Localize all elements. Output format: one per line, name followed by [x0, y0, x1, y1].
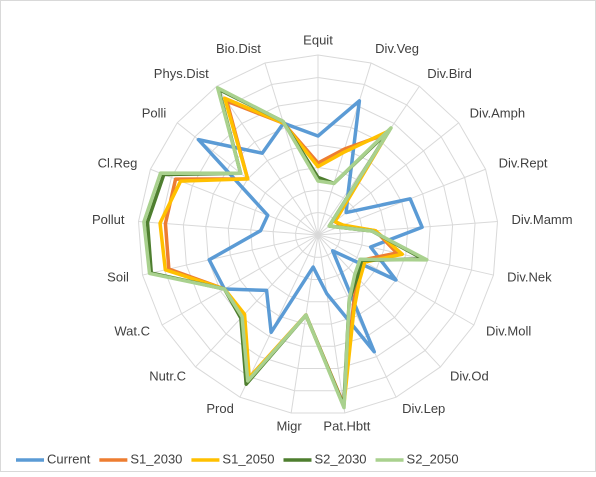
axis-label: Wat.C — [114, 323, 150, 338]
spoke — [317, 234, 494, 276]
spoke — [161, 234, 319, 326]
axis-label: Prod — [206, 401, 233, 416]
spoke — [195, 234, 319, 368]
axis-label: Div.Amph — [470, 105, 525, 120]
axis-label: Phys.Dist — [154, 66, 209, 81]
axis-label: Div.Veg — [375, 41, 419, 56]
legend-label: S1_2030 — [130, 451, 182, 466]
grid-ring — [182, 99, 454, 369]
spoke — [317, 234, 441, 368]
axis-label: Div.Moll — [486, 323, 531, 338]
grid-ring — [137, 54, 499, 414]
axis-label: Div.Bird — [427, 66, 472, 81]
legend-label: Current — [47, 451, 91, 466]
axis-label: Pollut — [92, 212, 125, 227]
spoke — [290, 234, 319, 414]
axis-label: Equit — [303, 32, 333, 47]
axis-label: Bio.Dist — [216, 41, 261, 56]
spoke — [138, 221, 319, 236]
axis-label: Pat.Hbtt — [323, 418, 370, 433]
spoke — [239, 234, 319, 398]
series-line — [142, 86, 429, 410]
spoke — [216, 85, 319, 236]
spoke — [264, 62, 319, 236]
legend-label: S2_2030 — [314, 451, 366, 466]
legend-label: S2_2050 — [407, 451, 459, 466]
axis-label: Div.Lep — [402, 401, 445, 416]
spoke — [317, 234, 397, 398]
axis-label: Soil — [107, 270, 129, 285]
axis-label: Migr — [276, 418, 302, 433]
axis-label: Div.Mamm — [511, 212, 572, 227]
axis-label: Div.Rept — [499, 156, 548, 171]
spoke — [317, 234, 346, 414]
grid-ring — [250, 166, 386, 303]
grid-ring — [227, 144, 409, 325]
legend-label: S1_2050 — [222, 451, 274, 466]
spoke — [317, 122, 460, 236]
axis-label: Div.Nek — [507, 270, 552, 285]
grid-ring — [160, 76, 476, 392]
axis-label: Div.Od — [450, 369, 489, 384]
spoke — [317, 221, 498, 236]
axis-label: Polli — [142, 105, 167, 120]
axis-label: Cl.Reg — [98, 156, 138, 171]
axis-label: Nutr.C — [149, 369, 186, 384]
